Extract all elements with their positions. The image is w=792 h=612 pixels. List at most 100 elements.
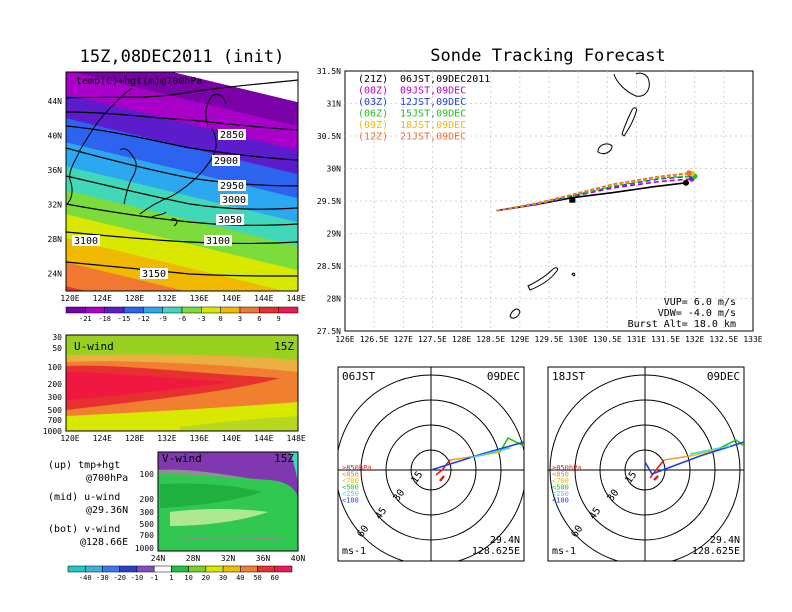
tick-label: 31N — [327, 100, 342, 109]
run-legend-z: (03Z) — [358, 97, 388, 108]
tick-label: 24N — [48, 270, 63, 279]
wind-colorbar — [67, 565, 293, 573]
colorbar-cell — [153, 565, 172, 573]
tick-label: 50 — [253, 574, 261, 582]
tick-label: 44N — [48, 97, 63, 106]
right-title: Sonde Tracking Forecast — [430, 46, 665, 66]
param-burst: Burst Alt= 18.0 km — [628, 319, 736, 330]
contour-label: 3100 — [74, 236, 98, 247]
hodograph-trace — [644, 439, 744, 481]
tick-label: -15 — [118, 315, 131, 323]
tick-label: -3 — [197, 315, 205, 323]
run-legend: (21Z) 06JST,09DEC2011 (00Z) 09JST,09DEC (03Z… — [358, 74, 490, 143]
tick-label: 128.5E — [476, 335, 505, 344]
colorbar-cell — [220, 306, 241, 314]
tick-label: 144E — [254, 294, 273, 303]
tick-label: 126.5E — [360, 335, 389, 344]
tick-label: 127E — [394, 335, 413, 344]
param-vup: VUP= 6.0 m/s — [664, 297, 736, 308]
temperature-band — [66, 142, 298, 229]
legend-line: (bot) v-wind — [48, 524, 120, 535]
colorbar-cell — [65, 306, 86, 314]
tick-label: 120E — [60, 294, 79, 303]
legend-line: @700hPa — [86, 473, 128, 484]
colorbar-cell — [239, 306, 260, 314]
level-legend-item: <250 — [342, 490, 359, 498]
contour-label: 3150 — [142, 269, 166, 280]
contour-label: 3000 — [222, 195, 246, 206]
tick-label: 28.5N — [317, 262, 341, 271]
uwind-frame — [65, 334, 299, 432]
level-legend-item: <100 — [552, 497, 569, 505]
legend-line: @128.66E — [80, 537, 128, 548]
tick-label: 28N — [327, 295, 342, 304]
tick-label: 40 — [236, 574, 244, 582]
colorbar-cell — [171, 565, 189, 573]
tick-label: 129E — [510, 335, 529, 344]
run-legend-time: 12JST,09DEC — [400, 97, 466, 108]
tick-label: 127.5E — [418, 335, 447, 344]
hodograph-lon: 128.625E — [692, 546, 740, 557]
map-label: temp(C)+hgt(m)@700hPa — [76, 76, 202, 87]
tick-label: 0 — [219, 315, 223, 323]
tick-label: 28N — [186, 554, 201, 563]
tick-label: 30.5N — [317, 132, 341, 141]
colorbar-cell — [85, 306, 105, 314]
tick-label: 136E — [190, 294, 209, 303]
tick-label: 30N — [327, 165, 342, 174]
tick-label: 126E — [335, 335, 354, 344]
tick-label: -20 — [113, 574, 126, 582]
run-legend-z: (21Z) — [358, 74, 388, 85]
tick-label: 27.5N — [317, 327, 341, 336]
temperature-band — [66, 166, 298, 253]
tick-label: 124E — [93, 294, 112, 303]
tick-label: 60 — [271, 574, 279, 582]
tick-label: 300 — [140, 508, 155, 517]
vwind-label: V-wind — [162, 452, 202, 465]
tick-label: 28N — [48, 235, 63, 244]
tick-label: 100 — [48, 363, 63, 372]
tick-label: 132E — [157, 294, 176, 303]
tick-label: 132.5E — [709, 335, 738, 344]
level-legend: ≥850hPa<850<700<500<250<100 — [342, 464, 372, 505]
temperature-bands — [66, 72, 298, 291]
tick-label: 3 — [238, 315, 242, 323]
colorbar-cell — [274, 565, 293, 573]
track-lat-ticks: 31.5N 31N 30.5N 30N 29.5N 29N 28.5N 28N 27.5N — [317, 67, 341, 336]
tick-label: 500 — [48, 406, 63, 415]
panel-legend: (up) tmp+hgt @700hPa (mid) u-wind @29.36… — [48, 460, 128, 548]
hodograph-date: 09DEC — [487, 370, 520, 383]
track-grid — [345, 71, 753, 331]
tick-label: 130E — [569, 335, 588, 344]
tick-label: 30 — [219, 574, 227, 582]
tick-label: 9 — [277, 315, 281, 323]
tick-label: 130.5E — [593, 335, 622, 344]
uwind-time: 15Z — [274, 340, 294, 353]
legend-line: (mid) u-wind — [48, 492, 120, 503]
tick-label: 100 — [140, 470, 155, 479]
tick-label: 700 — [48, 416, 63, 425]
colorbar-cell — [102, 565, 120, 573]
hodograph-lat: 29.4N — [490, 535, 520, 546]
tick-label: 500 — [140, 520, 155, 529]
colorbar-cell — [104, 306, 125, 314]
tick-label: 1 — [169, 574, 173, 582]
tick-label: -40 — [79, 574, 92, 582]
temperature-band — [66, 190, 298, 277]
uwind-lon-ticks: 120E 124E 128E 132E 136E 140E 144E 148E — [60, 434, 306, 443]
track-lon-ticks: 126E 126.5E 127E 127.5E 128E 128.5E 129E 129.5E… — [335, 335, 762, 344]
tick-label: 50 — [52, 344, 62, 353]
tick-label: 120E — [60, 434, 79, 443]
run-legend-time: 09JST,09DEC — [400, 86, 466, 97]
tick-label: -30 — [96, 574, 109, 582]
colorbar-cell — [136, 565, 155, 573]
legend-line: @29.36N — [86, 505, 128, 516]
hodograph-unit: ms-1 — [342, 546, 366, 557]
track-line — [496, 172, 689, 212]
run-legend-z: (06Z) — [358, 109, 388, 120]
level-legend-item: <850 — [342, 471, 359, 479]
sonde-tracks — [496, 170, 698, 212]
temperature-colorbar — [65, 306, 299, 314]
colorbar-cell — [162, 306, 183, 314]
hodograph-time: 18JST — [552, 370, 585, 383]
